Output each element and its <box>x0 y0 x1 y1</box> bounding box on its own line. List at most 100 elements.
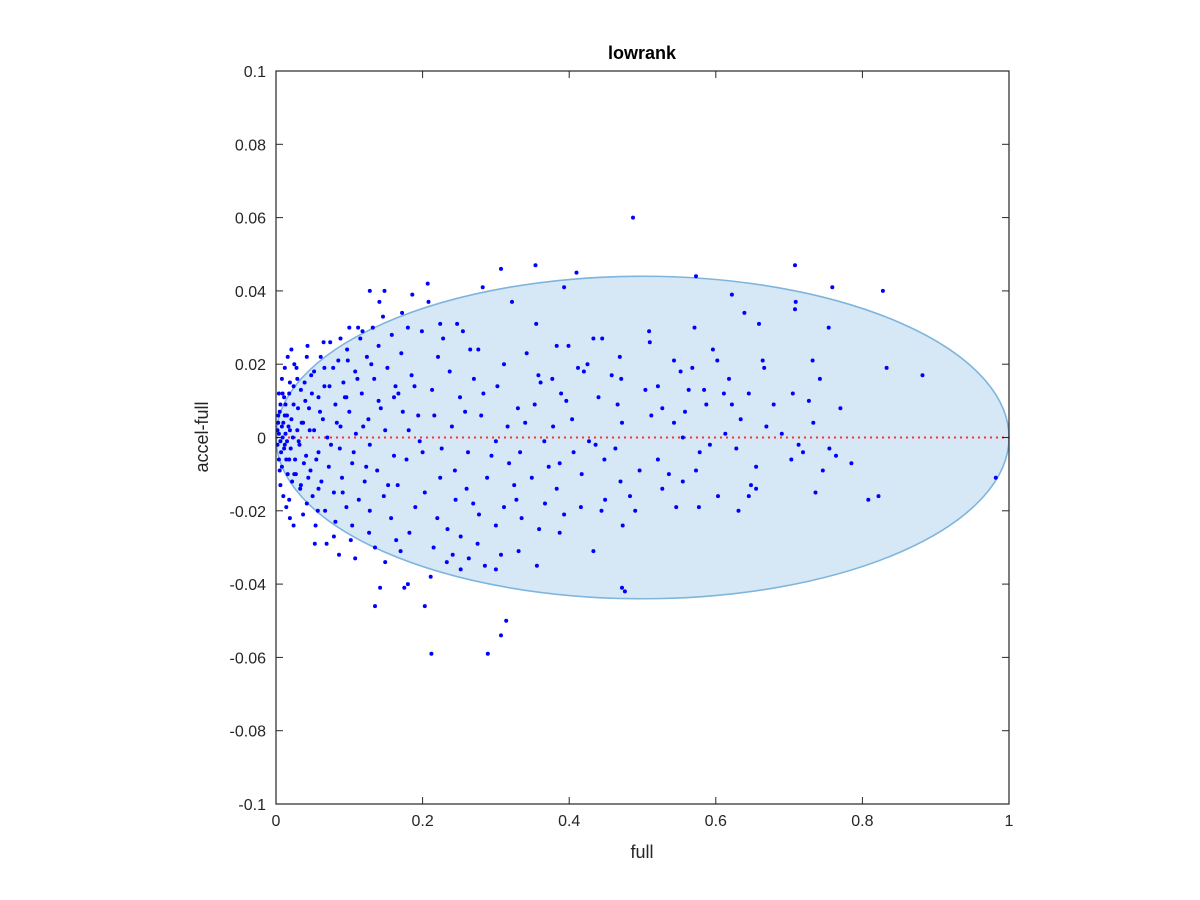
data-point-141 <box>502 505 506 510</box>
data-point-295 <box>302 380 307 385</box>
data-point-128 <box>754 486 759 491</box>
data-point-177 <box>485 651 490 656</box>
x-axis: 0 0.2 0.4 0.6 0.8 1 <box>272 71 1014 830</box>
data-point-150 <box>620 523 625 528</box>
data-point-181 <box>337 552 341 557</box>
data-point-129 <box>813 490 818 495</box>
data-point-215 <box>353 431 358 436</box>
data-point-98 <box>796 442 801 447</box>
data-point-244 <box>294 365 299 370</box>
data-point-276 <box>280 391 285 396</box>
data-point-77 <box>838 406 843 411</box>
data-point-299 <box>314 457 319 462</box>
data-point-59 <box>495 384 500 389</box>
data-point-101 <box>697 450 702 455</box>
data-point-2 <box>499 266 503 271</box>
data-point-329 <box>481 391 486 396</box>
data-point-214 <box>325 435 330 440</box>
data-point-79 <box>660 406 665 411</box>
y-axis: -0.1 -0.08 -0.06 -0.04 -0.02 0 0.02 0.04 0.06 0.0… <box>230 64 1009 814</box>
data-point-54 <box>536 373 541 378</box>
data-point-44 <box>672 358 676 363</box>
data-point-308 <box>340 490 345 495</box>
data-point-343 <box>686 387 691 392</box>
data-point-134 <box>603 497 608 502</box>
data-point-253 <box>389 332 394 337</box>
data-point-370 <box>276 391 281 396</box>
data-point-35 <box>468 347 473 352</box>
data-point-113 <box>507 461 512 466</box>
data-point-131 <box>716 494 720 499</box>
data-point-187 <box>389 516 394 521</box>
data-point-320 <box>409 373 414 378</box>
data-point-41 <box>617 354 622 359</box>
data-point-219 <box>279 424 284 429</box>
data-point-199 <box>340 475 344 480</box>
data-point-376 <box>285 354 290 359</box>
data-point-17 <box>426 299 431 304</box>
data-point-122 <box>438 475 443 480</box>
data-point-179 <box>383 560 388 565</box>
data-point-264 <box>282 446 287 451</box>
data-point-257 <box>276 420 281 425</box>
data-point-372 <box>279 376 284 381</box>
data-point-38 <box>524 351 529 356</box>
data-point-281 <box>293 457 298 462</box>
data-point-108 <box>849 461 854 466</box>
data-point-92 <box>779 431 784 436</box>
data-point-298 <box>309 391 314 396</box>
data-point-204 <box>350 461 355 466</box>
data-point-305 <box>329 442 333 447</box>
data-point-359 <box>360 329 365 334</box>
data-point-351 <box>292 362 297 367</box>
y-axis-title: accel-full <box>192 401 212 472</box>
data-point-216 <box>287 428 292 433</box>
data-point-72 <box>729 402 734 407</box>
data-point-362 <box>394 538 399 543</box>
data-point-350 <box>287 497 292 502</box>
data-point-69 <box>392 395 396 400</box>
data-point-217 <box>312 428 317 433</box>
data-point-18 <box>377 299 382 304</box>
data-point-155 <box>458 534 463 539</box>
data-point-297 <box>310 494 315 499</box>
data-point-183 <box>312 541 317 546</box>
data-point-151 <box>493 523 498 528</box>
data-point-178 <box>429 651 434 656</box>
data-point-345 <box>727 376 731 381</box>
data-point-236 <box>393 384 398 389</box>
data-point-198 <box>362 479 367 484</box>
data-point-285 <box>296 406 300 411</box>
data-point-238 <box>287 380 292 385</box>
data-point-167 <box>428 574 433 579</box>
data-point-55 <box>471 376 476 381</box>
data-point-31 <box>600 336 605 341</box>
data-point-327 <box>463 409 468 414</box>
data-point-110 <box>655 457 660 462</box>
data-point-279 <box>290 435 295 440</box>
data-point-337 <box>576 365 580 370</box>
data-point-206 <box>304 453 309 458</box>
data-point-357 <box>338 336 343 341</box>
data-point-16 <box>510 299 514 304</box>
data-point-307 <box>334 420 339 425</box>
data-point-360 <box>373 545 377 550</box>
data-point-22 <box>692 325 697 330</box>
data-point-26 <box>455 321 460 326</box>
data-point-71 <box>806 398 811 403</box>
data-point-80 <box>432 413 437 418</box>
data-point-15 <box>793 299 798 304</box>
data-point-325 <box>447 369 452 374</box>
data-point-66 <box>596 395 601 400</box>
data-point-195 <box>316 486 321 491</box>
data-point-27 <box>534 321 539 326</box>
data-point-229 <box>333 402 338 407</box>
data-point-374 <box>282 365 287 370</box>
x-axis-title: full <box>630 842 653 862</box>
data-point-205 <box>287 457 292 462</box>
data-point-142 <box>413 505 418 510</box>
data-point-146 <box>477 512 481 517</box>
data-point-213 <box>417 439 422 444</box>
data-point-230 <box>376 398 381 403</box>
data-point-118 <box>579 472 584 477</box>
